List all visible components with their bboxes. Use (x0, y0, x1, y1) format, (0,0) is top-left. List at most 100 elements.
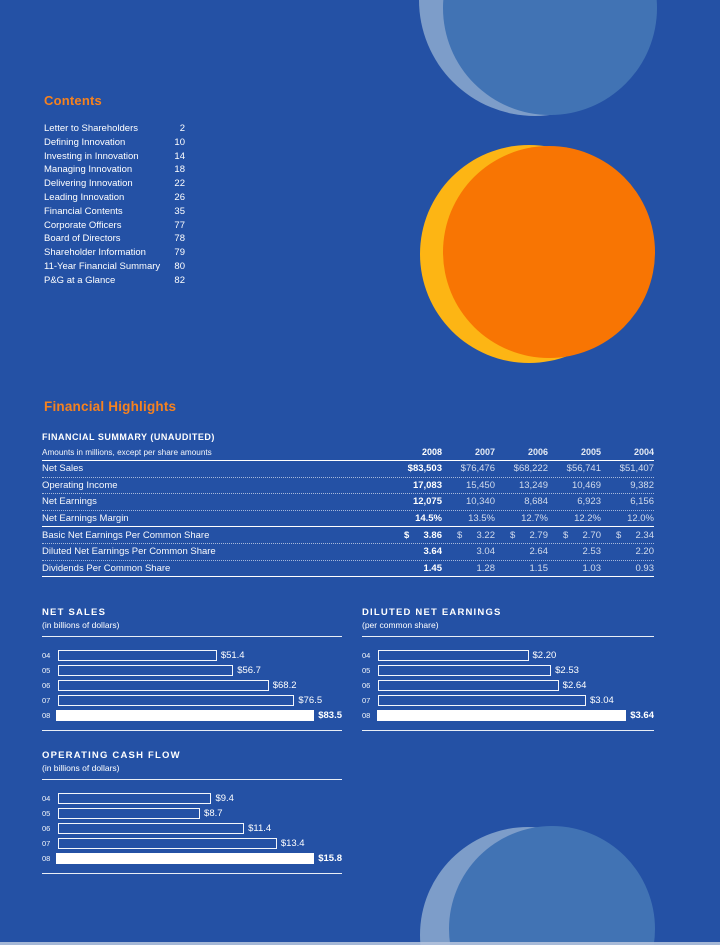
bar-row: 06 $68.2 (42, 680, 342, 691)
table-cell: 12,075 (412, 496, 442, 508)
table-cell: 1.03 (582, 562, 602, 574)
dollar-split-value: $2.79 (510, 530, 548, 541)
chart-subtitle: (per common share) (362, 620, 439, 630)
bar-row: 08 $83.5 (42, 710, 342, 721)
bar-row: 05 $8.7 (42, 808, 342, 819)
bar-06 (58, 823, 245, 834)
bar-year-label: 06 (42, 681, 51, 690)
table-cell: $56,741 (566, 463, 601, 475)
contents-item: Board of Directors 78 (44, 232, 185, 246)
bar-value-label: $2.64 (562, 680, 587, 691)
table-cell: $68,222 (513, 463, 548, 475)
bar-08 (56, 853, 315, 864)
bar-year-label: 07 (42, 839, 51, 848)
contents-item-page: 77 (174, 219, 185, 231)
financial-summary-title: FINANCIAL SUMMARY (UNAUDITED) (42, 432, 215, 442)
bar-value-label: $56.7 (237, 665, 261, 676)
bar-row: 05 $2.53 (362, 665, 654, 676)
contents-item-label: P&G at a Glance (44, 274, 116, 286)
contents-item-page: 14 (174, 150, 185, 162)
table-row-label: Diluted Net Earnings Per Common Share (42, 546, 216, 558)
bar-year-label: 07 (362, 696, 371, 705)
bar-value-label: $2.20 (532, 650, 557, 661)
dollar-sign: $ (510, 529, 516, 541)
contents-item-page: 18 (174, 164, 185, 176)
contents-item-label: Managing Innovation (44, 164, 133, 176)
table-cell: $3.22 (442, 530, 495, 541)
contents-item-label: Financial Contents (44, 205, 123, 217)
bar-value-label: $13.4 (280, 838, 305, 849)
bar-row: 04 $51.4 (42, 650, 342, 661)
table-cell: 12.7% (521, 513, 548, 525)
bar-row: 08 $15.8 (42, 853, 342, 864)
dollar-sign: $ (616, 529, 622, 541)
table-row-label: Net Earnings Margin (42, 513, 129, 525)
contents-item: 11-Year Financial Summary 80 (44, 260, 185, 274)
bar-row: 06 $2.64 (362, 680, 654, 691)
contents-heading: Contents (44, 93, 102, 108)
contents-item-page: 82 (174, 274, 185, 286)
table-cell: 14.5% (415, 513, 442, 525)
table-cell: 12.2% (574, 513, 601, 525)
bar-04 (378, 650, 529, 661)
contents-item-page: 22 (174, 178, 185, 190)
chart-title: NET SALES (42, 607, 107, 618)
bar-row: 08 $3.64 (362, 710, 654, 721)
table-row-label: Net Earnings (42, 496, 97, 508)
bar-year-label: 04 (362, 651, 371, 660)
table-row: Net Earnings 12,075 10,340 8,684 6,923 6,156 (42, 494, 654, 511)
table-cell: $2.70 (548, 530, 601, 541)
year-column-2008: 2008 (421, 447, 442, 457)
financial-summary-table: Amounts in millions, except per share am… (42, 447, 654, 578)
bar-07 (58, 695, 295, 706)
contents-item: Financial Contents 35 (44, 205, 185, 219)
table-cell: 6,156 (630, 496, 654, 508)
summary-table-body: Net Sales $83,503 $76,476 $68,222 $56,741 $51… (42, 461, 654, 578)
bar-value-label: $15.8 (318, 853, 342, 864)
bar-year-label: 05 (362, 666, 371, 675)
bar-06 (58, 680, 269, 691)
table-row: Dividends Per Common Share 1.45 1.28 1.15 1.… (42, 561, 654, 578)
table-row-label: Operating Income (42, 479, 118, 491)
contents-item-label: Board of Directors (44, 233, 121, 245)
bar-year-label: 08 (42, 854, 51, 863)
chart-top-rule (42, 779, 342, 780)
bar-04 (58, 650, 217, 661)
contents-item-page: 10 (174, 136, 185, 148)
contents-item-label: Shareholder Information (44, 247, 146, 259)
chart-top-rule (42, 636, 342, 637)
table-units-note: Amounts in millions, except per share am… (42, 448, 212, 457)
bar-08 (56, 710, 315, 721)
table-cell: $2.34 (601, 530, 654, 541)
bar-year-label: 06 (362, 681, 371, 690)
chart-subtitle: (in billions of dollars) (42, 763, 120, 773)
bar-row: 07 $13.4 (42, 838, 342, 849)
chart-title: DILUTED NET EARNINGS (362, 607, 502, 618)
table-cell: $76,476 (460, 463, 495, 475)
table-cell: 3.64 (423, 546, 443, 558)
table-row: Operating Income 17,083 15,450 13,249 10,469… (42, 478, 654, 495)
bar-year-label: 05 (42, 809, 51, 818)
contents-item-page: 35 (174, 205, 185, 217)
bar-08 (377, 710, 627, 721)
net-sales-bars: 04 $51.4 05 $56.7 06 $68.2 07 $76.5 08 $83.5 (42, 650, 342, 721)
contents-item: Leading Innovation 26 (44, 191, 185, 205)
chart-operating-cash-flow: OPERATING CASH FLOW (in billions of doll… (42, 750, 342, 874)
contents-item: Managing Innovation 18 (44, 163, 185, 177)
chart-subtitle: (in billions of dollars) (42, 620, 120, 630)
contents-list: Letter to Shareholders 2 Defining Innovati… (44, 122, 185, 288)
chart-bottom-rule (42, 730, 342, 731)
contents-item-label: Corporate Officers (44, 219, 122, 231)
table-cell: 1.28 (476, 562, 496, 574)
table-cell: 15,450 (465, 479, 495, 491)
operating-cash-flow-bars: 04 $9.4 05 $8.7 06 $11.4 07 $13.4 08 $15.8 (42, 793, 342, 864)
bar-value-label: $68.2 (272, 680, 297, 691)
table-row: Diluted Net Earnings Per Common Share 3.6… (42, 544, 654, 561)
table-row: Net Earnings Margin 14.5% 13.5% 12.7% 12.2% 1… (42, 511, 654, 528)
table-cell: 13,249 (518, 479, 548, 491)
table-cell: 1.45 (423, 562, 443, 574)
bar-value-label: $11.4 (248, 823, 272, 834)
table-cell: 10,469 (571, 479, 601, 491)
diluted-earnings-bars: 04 $2.20 05 $2.53 06 $2.64 07 $3.04 08 $3.64 (362, 650, 654, 721)
table-cell: 1.15 (529, 562, 549, 574)
